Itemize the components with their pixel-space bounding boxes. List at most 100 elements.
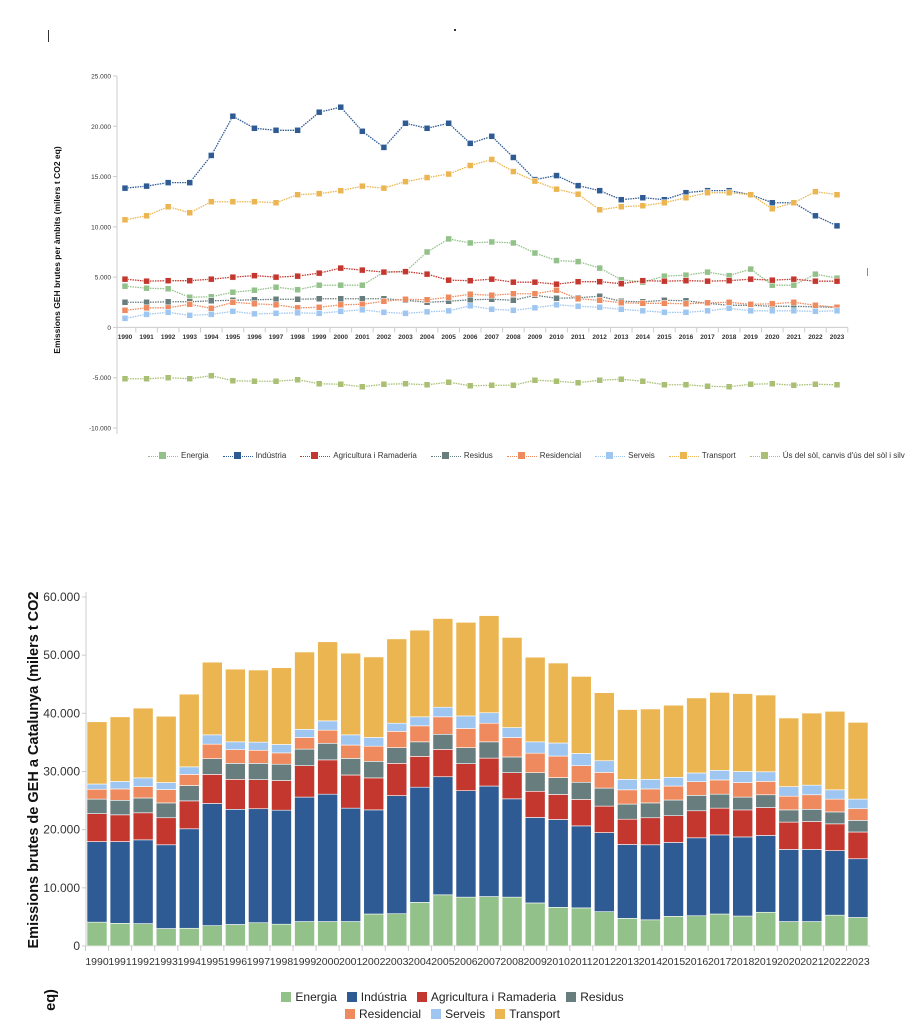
data-point-us-del-sol-canvis-d-us-del-sol-i-silvicultura	[833, 381, 841, 389]
x-tick-label: 2013	[616, 956, 640, 968]
data-point-us-del-sol-canvis-d-us-del-sol-i-silvicultura	[790, 382, 798, 389]
legend-item-transport[interactable]: Transport	[668, 451, 736, 460]
y-tick-label: 15.000	[91, 174, 111, 181]
legend-item-industria[interactable]: Indústria	[346, 990, 407, 1004]
legend-item-serveis[interactable]: Serveis	[431, 1007, 485, 1021]
x-tick-label: 2004	[408, 956, 432, 968]
data-point-agricultura-i-ramaderia	[445, 276, 452, 284]
legend-item-transport[interactable]: Transport	[495, 1007, 560, 1021]
x-tick-label: 2013	[614, 334, 629, 341]
bar-segment-agricultura-i-ramaderia	[709, 807, 730, 836]
bar-segment-transport	[547, 662, 569, 744]
bar-segment-residus	[317, 742, 338, 761]
bar-segment-residus	[294, 748, 315, 766]
bar-segment-serveis	[409, 716, 431, 727]
bar-segment-industria	[294, 796, 315, 922]
legend-item-serveis[interactable]: Serveis	[595, 451, 655, 460]
bar-segment-agricultura-i-ramaderia	[640, 817, 661, 846]
data-point-serveis	[510, 307, 517, 314]
bar-segment-residus	[501, 756, 523, 773]
bar-segment-agricultura-i-ramaderia	[109, 814, 131, 842]
x-tick-label: 2002	[377, 334, 392, 341]
data-point-industria	[617, 196, 625, 203]
data-point-transport	[682, 194, 690, 201]
legend-item-residencial[interactable]: Residencial	[506, 451, 581, 460]
data-point-transport	[121, 216, 129, 224]
data-point-serveis	[251, 310, 258, 318]
data-point-energia	[704, 268, 711, 276]
data-point-residencial	[229, 299, 237, 306]
data-point-serveis	[639, 307, 647, 315]
data-point-energia	[553, 257, 560, 264]
data-point-energia	[531, 249, 539, 257]
bar-segment-serveis	[340, 734, 361, 746]
legend-item-residus[interactable]: Residus	[430, 451, 493, 460]
legend-item-residencial[interactable]: Residencial	[345, 1007, 421, 1021]
bar-segment-transport	[755, 694, 777, 773]
bar-segment-residencial	[225, 749, 246, 764]
bar-segment-residencial	[501, 737, 523, 758]
data-point-transport	[833, 191, 841, 198]
bar-segment-serveis	[686, 772, 707, 782]
bar-segment-serveis	[132, 777, 154, 787]
legend-item-agricultura-i-ramaderia[interactable]: Agricultura i Ramaderia	[416, 990, 556, 1004]
bar-segment-agricultura-i-ramaderia	[455, 763, 477, 791]
legend-item-energia[interactable]: Energia	[281, 990, 337, 1004]
data-point-serveis	[229, 308, 237, 315]
data-point-us-del-sol-canvis-d-us-del-sol-i-silvicultura	[229, 377, 237, 384]
legend-item-industria[interactable]: Indústria	[222, 451, 286, 460]
bar-segment-energia	[686, 915, 707, 947]
bar-segment-energia	[86, 921, 108, 947]
bar-segment-transport	[386, 638, 408, 724]
bar-segment-agricultura-i-ramaderia	[617, 818, 638, 845]
legend-label: Serveis	[445, 1007, 486, 1021]
data-point-us-del-sol-canvis-d-us-del-sol-i-silvicultura	[510, 382, 517, 389]
data-point-serveis	[725, 305, 733, 312]
x-tick-label: 2005	[431, 956, 455, 968]
data-point-residencial	[272, 301, 280, 309]
x-tick-label: 2016	[685, 956, 709, 968]
bar-segment-agricultura-i-ramaderia	[248, 779, 269, 810]
data-point-energia	[359, 281, 366, 289]
bar-segment-residus	[386, 747, 408, 764]
x-tick-label: 1994	[204, 334, 219, 341]
legend-label: Residus	[580, 990, 624, 1004]
bar-segment-serveis	[86, 783, 108, 790]
x-tick-label: 2014	[639, 956, 663, 968]
data-point-us-del-sol-canvis-d-us-del-sol-i-silvicultura	[251, 377, 258, 385]
data-point-transport	[574, 190, 582, 198]
x-tick-label: 2001	[339, 956, 363, 968]
legend-item-agricultura-i-ramaderia[interactable]: Agricultura i Ramaderia	[300, 451, 417, 460]
bar-segment-energia	[547, 907, 569, 947]
bar-segment-industria	[225, 809, 246, 925]
bar-segment-serveis	[501, 727, 523, 738]
data-point-agricultura-i-ramaderia	[272, 273, 280, 281]
bar-segment-residus	[271, 763, 292, 781]
bar-segment-residus	[202, 758, 223, 775]
bar-segment-residencial	[432, 716, 454, 735]
legend-swatch	[430, 451, 461, 460]
data-point-residencial	[466, 290, 474, 298]
y-tick-label: 30.000	[43, 765, 80, 779]
legend-item-us-del-sol-canvis-d-us-del-sol-i-silvicultura[interactable]: Ús del sòl, canvis d'ús del sòl i silvic…	[749, 451, 905, 460]
data-point-industria	[466, 140, 474, 147]
bar-segment-industria	[594, 832, 615, 912]
data-point-transport	[510, 168, 517, 175]
bar-segment-transport	[524, 656, 546, 743]
data-point-serveis	[574, 303, 582, 310]
bar-segment-agricultura-i-ramaderia	[86, 813, 108, 842]
data-point-agricultura-i-ramaderia	[143, 277, 150, 285]
x-tick-label: 1990	[118, 334, 133, 341]
x-tick-label: 1990	[85, 956, 109, 968]
data-point-transport	[812, 188, 819, 195]
bar-segment-agricultura-i-ramaderia	[225, 779, 246, 810]
data-point-agricultura-i-ramaderia	[812, 277, 819, 285]
legend-item-residus[interactable]: Residus	[566, 990, 624, 1004]
legend-item-energia[interactable]: Energia	[148, 451, 209, 460]
x-tick-label: 2020	[777, 956, 801, 968]
data-point-transport	[466, 162, 474, 169]
legend-swatch	[346, 992, 357, 1002]
data-point-energia	[466, 239, 474, 247]
data-point-industria	[510, 154, 517, 161]
bar-segment-transport	[709, 692, 730, 771]
